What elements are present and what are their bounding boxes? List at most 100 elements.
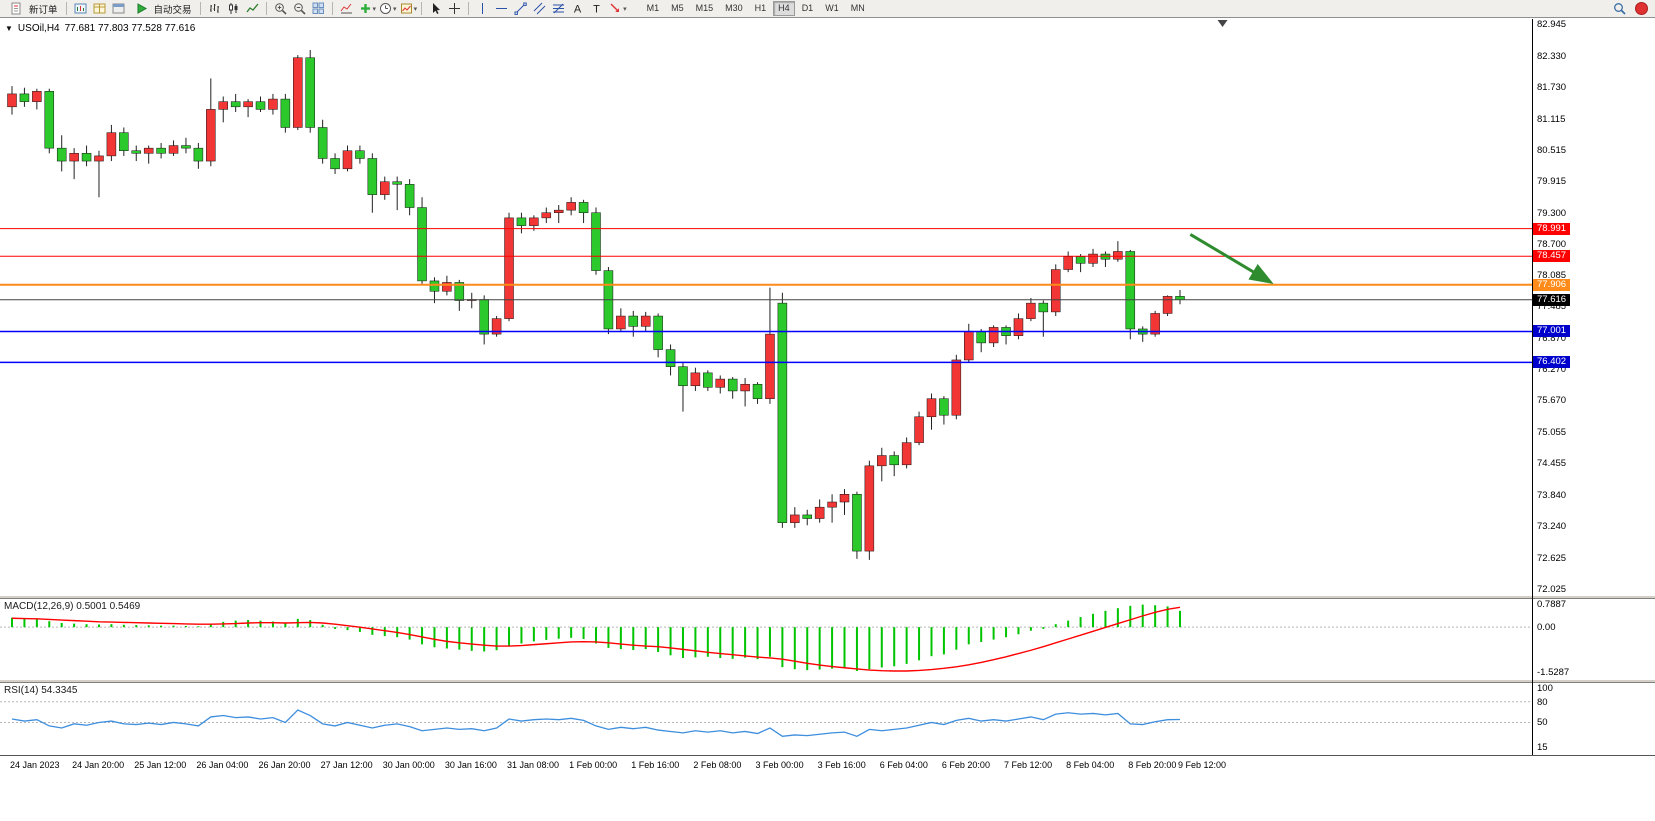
candle-body: [839, 494, 850, 503]
one-click-trading-toggle[interactable]: ▼: [5, 24, 13, 33]
panel-separator[interactable]: [0, 595, 1655, 599]
time-label: 1 Feb 16:00: [631, 760, 680, 770]
candle-body: [827, 501, 837, 508]
crosshair-icon[interactable]: [445, 1, 464, 17]
macd-chart: [0, 604, 1532, 672]
timeframe-m5[interactable]: M5: [671, 3, 684, 13]
candle-body: [877, 455, 887, 467]
vertical-line-tool-icon[interactable]: [473, 1, 492, 17]
dropdown-caret[interactable]: ▾: [413, 5, 418, 13]
timeframe-m15[interactable]: M15: [695, 3, 714, 13]
rsi-scale-tick: 50: [1537, 717, 1548, 729]
toolbar-separator: [65, 2, 67, 15]
autotrading-button[interactable]: 自动交易: [128, 1, 196, 17]
time-label: 6 Feb 20:00: [941, 760, 990, 770]
timeframe-m1[interactable]: M1: [646, 3, 660, 13]
dropdown-caret[interactable]: ▾: [623, 5, 627, 13]
price-tick: 80.515: [1537, 144, 1567, 156]
market-watch-icon[interactable]: [90, 1, 109, 17]
candle-body: [1013, 318, 1024, 336]
dropdown-caret[interactable]: ▾: [372, 5, 377, 13]
candle-body: [119, 132, 129, 151]
tile-windows-icon[interactable]: [309, 1, 328, 17]
search-icon[interactable]: [1610, 1, 1629, 17]
autotrading-label: 自动交易: [153, 4, 192, 16]
price-tick: 75.670: [1537, 395, 1567, 407]
line-chart-type-icon[interactable]: [243, 1, 262, 17]
chart-symbol-period: USOil,H4: [17, 23, 60, 34]
timeframe-h1[interactable]: H1: [754, 3, 767, 13]
level-price-label: 78.457: [1533, 250, 1571, 263]
time-label: 7 Feb 12:00: [1004, 760, 1053, 770]
indicators-icon[interactable]: [337, 1, 356, 17]
price-chart-panel[interactable]: ▼ USOil,H4 77.681 77.803 77.528 77.616: [0, 19, 1532, 595]
candle-body: [367, 158, 378, 195]
time-label: 9 Feb 12:00: [1178, 760, 1227, 770]
candle-body: [355, 150, 365, 159]
timeframe-m30[interactable]: M30: [725, 3, 743, 13]
price-axis[interactable]: 82.945 82.330 81.730 81.115 80.515 79.915 79.3…: [1533, 19, 1655, 595]
candle-body: [181, 145, 191, 149]
fibonacci-tool-icon[interactable]: [549, 1, 568, 17]
timeframe-d1[interactable]: D1: [801, 3, 814, 13]
candle-body: [1150, 313, 1160, 335]
horizontal-line-tool-icon[interactable]: [492, 1, 511, 17]
label-tool-icon[interactable]: T: [587, 1, 606, 17]
channel-tool-icon[interactable]: [530, 1, 549, 17]
candle-body: [94, 155, 104, 162]
candle-body: [206, 109, 216, 162]
panel-separator[interactable]: [0, 679, 1655, 683]
arrows-tool-icon[interactable]: [606, 1, 625, 17]
time-label: 6 Feb 04:00: [879, 760, 928, 770]
candle-body: [255, 101, 266, 110]
level-price-label: 78.991: [1533, 222, 1571, 235]
timeframe-w1[interactable]: W1: [825, 3, 839, 13]
new-order-button[interactable]: 新订单: [3, 1, 62, 17]
candle-body: [653, 315, 663, 350]
toolbar-separator: [199, 2, 201, 15]
zoom-in-icon[interactable]: [271, 1, 290, 17]
text-tool-icon[interactable]: A: [568, 1, 587, 17]
autotrading-play-icon: [132, 1, 151, 17]
time-label: 30 Jan 16:00: [444, 760, 497, 770]
candle-body: [193, 147, 204, 162]
zoom-out-icon[interactable]: [290, 1, 309, 17]
time-label: 26 Jan 20:00: [258, 760, 311, 770]
price-tick: 76.870: [1537, 333, 1567, 345]
candle-body: [516, 217, 527, 226]
dropdown-caret[interactable]: ▾: [393, 5, 397, 13]
chart-window-icon[interactable]: [71, 1, 90, 17]
candle-body: [168, 145, 179, 154]
time-label: 2 Feb 08:00: [693, 760, 742, 770]
candle-body: [628, 315, 639, 327]
candle-body: [429, 280, 440, 292]
cursor-icon[interactable]: [426, 1, 445, 17]
time-axis[interactable]: 24 Jan 2023 24 Jan 20:00 25 Jan 12:00 26 Ja…: [0, 755, 1655, 780]
timeframe-h4[interactable]: H4: [773, 1, 795, 16]
candle-body: [765, 333, 775, 399]
toolbar: 新订单 自动交易: [0, 0, 1655, 18]
toolbar-separator: [468, 2, 470, 15]
candle-body: [330, 158, 340, 170]
notification-badge[interactable]: [1635, 2, 1648, 15]
rsi-panel[interactable]: RSI(14) 54.3345: [0, 683, 1532, 755]
terminal-icon[interactable]: [109, 1, 128, 17]
candle-body: [56, 147, 67, 162]
candlestick-chart-type-icon[interactable]: [224, 1, 243, 17]
toolbar-separator: [421, 2, 423, 15]
chart-shift-marker[interactable]: [1217, 20, 1228, 27]
candle-body: [156, 147, 166, 154]
candle-body: [1162, 296, 1173, 314]
add-indicator-icon[interactable]: [356, 1, 375, 17]
macd-panel[interactable]: MACD(12,26,9) 0.5001 0.5469: [0, 599, 1532, 679]
timeframe-mn[interactable]: MN: [850, 3, 865, 13]
down-arrow-annotation[interactable]: [1189, 233, 1274, 284]
templates-icon[interactable]: [397, 1, 416, 17]
periods-clock-icon[interactable]: [376, 1, 395, 17]
candle-body: [44, 91, 55, 149]
bar-chart-type-icon[interactable]: [205, 1, 224, 17]
candle-body: [740, 383, 750, 392]
candle-body: [131, 150, 142, 154]
trendline-tool-icon[interactable]: [511, 1, 530, 17]
time-label: 24 Jan 2023: [10, 760, 60, 770]
